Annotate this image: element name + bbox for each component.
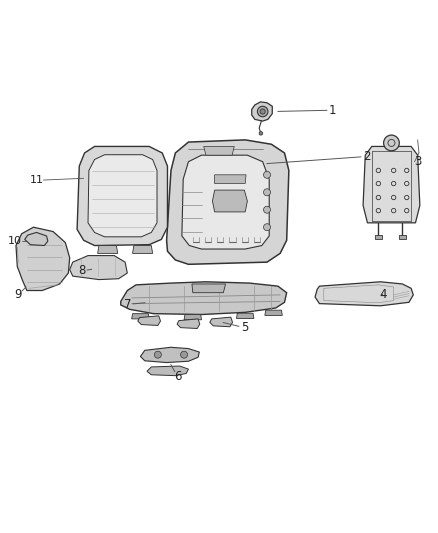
Polygon shape (147, 366, 188, 376)
Polygon shape (212, 190, 247, 212)
Text: 4: 4 (379, 288, 386, 301)
Circle shape (258, 106, 268, 117)
Polygon shape (25, 232, 48, 246)
Polygon shape (141, 348, 199, 362)
Text: 11: 11 (29, 175, 43, 185)
Polygon shape (375, 235, 382, 239)
Circle shape (264, 224, 271, 231)
Polygon shape (16, 227, 70, 290)
Circle shape (264, 171, 271, 179)
Polygon shape (184, 314, 201, 320)
Polygon shape (265, 310, 283, 316)
Polygon shape (182, 155, 269, 249)
Text: 5: 5 (240, 321, 248, 334)
Polygon shape (70, 256, 127, 280)
Circle shape (154, 351, 161, 358)
Circle shape (264, 206, 271, 213)
Text: 6: 6 (174, 370, 181, 383)
Polygon shape (98, 246, 118, 253)
Polygon shape (77, 147, 167, 246)
Polygon shape (138, 316, 160, 326)
Polygon shape (132, 313, 149, 319)
Polygon shape (399, 235, 406, 239)
Polygon shape (363, 147, 420, 223)
Polygon shape (121, 282, 287, 314)
Circle shape (260, 109, 265, 114)
Polygon shape (88, 155, 157, 237)
Polygon shape (210, 317, 233, 327)
Polygon shape (252, 102, 272, 121)
Circle shape (264, 189, 271, 196)
Text: 9: 9 (14, 288, 22, 301)
Text: 7: 7 (124, 298, 131, 311)
Circle shape (180, 351, 187, 358)
Polygon shape (166, 140, 289, 264)
Text: 3: 3 (414, 155, 421, 168)
Polygon shape (192, 284, 226, 293)
Circle shape (384, 135, 399, 151)
Text: 10: 10 (8, 236, 21, 246)
Polygon shape (177, 319, 200, 328)
Polygon shape (133, 246, 152, 253)
Text: 1: 1 (329, 104, 336, 117)
Circle shape (259, 132, 263, 135)
Polygon shape (315, 282, 413, 306)
Text: 8: 8 (78, 264, 85, 277)
Text: 2: 2 (363, 150, 370, 163)
Polygon shape (215, 175, 246, 183)
Polygon shape (237, 313, 254, 318)
Polygon shape (204, 147, 234, 155)
